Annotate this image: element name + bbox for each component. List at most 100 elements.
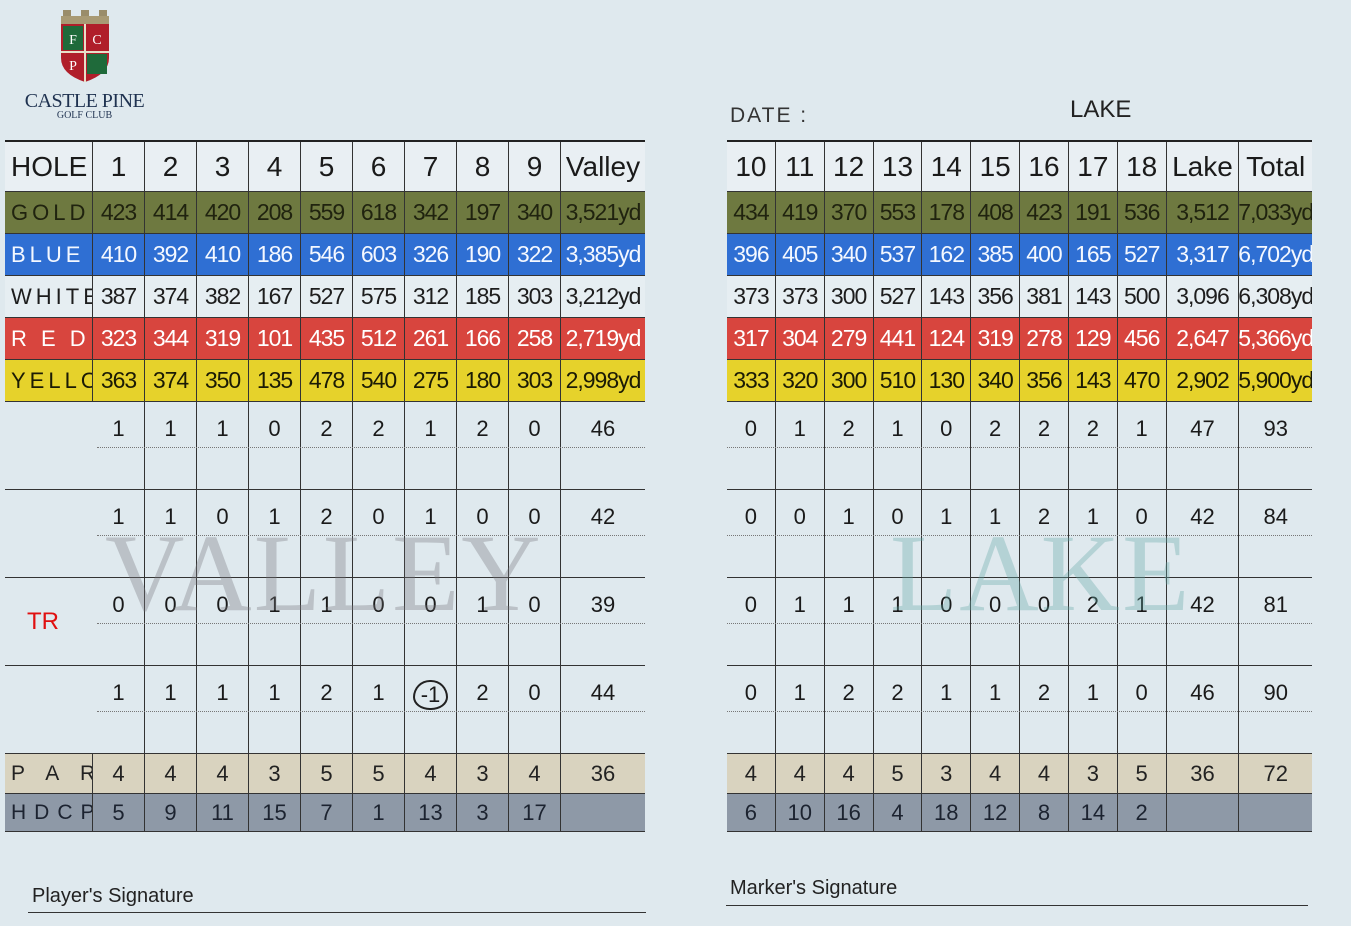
score-cell[interactable]: 0 [1118, 490, 1167, 577]
score-cell[interactable]: 2 [1020, 666, 1069, 753]
score-cell[interactable]: 0 [457, 490, 509, 577]
score-cell[interactable]: 0 [727, 666, 776, 753]
marker-signature-line[interactable] [726, 905, 1308, 906]
score-cell[interactable]: 1 [197, 666, 249, 753]
score-cell[interactable]: 0 [922, 578, 972, 665]
score-cell[interactable]: 0 [727, 578, 776, 665]
score-cell[interactable]: 1 [93, 490, 145, 577]
score-cell[interactable]: 0 [93, 578, 145, 665]
score-cell[interactable]: 1 [93, 666, 145, 753]
score-cell[interactable]: 0 [776, 490, 825, 577]
score-cell[interactable]: 44 [590, 680, 616, 705]
score-cell[interactable]: 0 [197, 490, 249, 577]
score-cell[interactable]: 2 [301, 666, 353, 753]
score-cell[interactable]: 46 [1167, 666, 1240, 753]
score-cell[interactable]: 2 [301, 490, 353, 577]
score-cell[interactable]: 1 [145, 402, 197, 489]
score-cell[interactable]: 1 [825, 578, 874, 665]
score-cell[interactable]: 90 [1263, 680, 1288, 705]
score-row-label [5, 402, 93, 489]
score-cell[interactable]: 1 [301, 578, 353, 665]
score-cell[interactable]: 1 [776, 402, 825, 489]
score-cell[interactable]: 46 [590, 416, 616, 441]
score-cell[interactable]: 0 [1020, 578, 1069, 665]
value-cell: 197 [457, 192, 509, 233]
score-cell[interactable]: 0 [922, 402, 972, 489]
score-cell[interactable]: 1 [971, 666, 1021, 753]
score-cell[interactable]: 39 [590, 592, 616, 617]
value-cell: 3 [457, 794, 509, 831]
score-cell[interactable]: 0 [727, 402, 776, 489]
score-cell[interactable]: 0 [727, 490, 776, 577]
score-cell[interactable]: 1 [249, 666, 301, 753]
value-cell: 4 [405, 754, 457, 793]
score-cell[interactable]: 0 [509, 402, 561, 489]
score-cell[interactable]: 0 [145, 578, 197, 665]
score-cell[interactable]: 1 [971, 490, 1021, 577]
hole-header-row-label: HOLE [5, 142, 93, 191]
score-cell[interactable]: 1 [93, 402, 145, 489]
score-cell[interactable]: 42 [1167, 578, 1240, 665]
score-cell[interactable]: 93 [1263, 416, 1288, 441]
score-cell[interactable]: 1 [249, 490, 301, 577]
score-cell[interactable]: 1 [1118, 578, 1167, 665]
score-cell[interactable]: 0 [971, 578, 1021, 665]
score-cell[interactable]: 2 [1069, 578, 1118, 665]
value-cell: 370 [825, 192, 874, 233]
value-cell: 143 [1069, 360, 1118, 401]
score-cell[interactable]: 2 [457, 666, 509, 753]
score-cell[interactable]: 2 [825, 666, 874, 753]
score-cell[interactable]: 1 [197, 402, 249, 489]
score-cell[interactable]: 2 [353, 402, 405, 489]
score-cell[interactable]: 1 [922, 666, 972, 753]
score-cell[interactable]: 0 [509, 578, 561, 665]
value-cell: 435 [301, 318, 353, 359]
score-cell[interactable]: 0 [509, 490, 561, 577]
score-cell[interactable]: 42 [1167, 490, 1240, 577]
value-cell: 143 [1069, 276, 1118, 317]
score-cell[interactable]: 2 [825, 402, 874, 489]
score-cell[interactable]: 1 [1118, 402, 1167, 489]
score-cell[interactable]: 2 [301, 402, 353, 489]
score-cell[interactable]: 47 [1167, 402, 1240, 489]
score-cell[interactable]: 1 [922, 490, 972, 577]
score-cell[interactable]: 1 [776, 666, 825, 753]
score-cell[interactable]: 81 [1263, 592, 1288, 617]
score-cell[interactable]: 1 [457, 578, 509, 665]
score-cell[interactable]: 1 [249, 578, 301, 665]
score-cell[interactable]: 0 [197, 578, 249, 665]
score-cell[interactable]: 1 [1069, 666, 1118, 753]
score-cell[interactable]: 0 [1118, 666, 1167, 753]
score-cell[interactable]: 2 [971, 402, 1021, 489]
score-cell[interactable]: 1 [145, 666, 197, 753]
svg-text:P: P [69, 59, 77, 74]
score-cell[interactable]: 42 [590, 504, 616, 529]
player-signature-line[interactable] [28, 912, 646, 913]
score-cell[interactable]: 0 [353, 490, 405, 577]
score-cell[interactable]: 1 [874, 402, 923, 489]
score-cell[interactable]: 0 [509, 666, 561, 753]
score-cell[interactable]: 84 [1263, 504, 1288, 529]
score-cell[interactable]: 0 [874, 490, 923, 577]
score-cell[interactable]: 2 [1020, 490, 1069, 577]
score-row-label [5, 490, 93, 577]
score-cell[interactable]: 1 [825, 490, 874, 577]
value-cell: 4 [145, 754, 197, 793]
score-cell[interactable]: 1 [874, 578, 923, 665]
score-cell[interactable]: 0 [353, 578, 405, 665]
score-cell[interactable]: -1 [405, 666, 457, 753]
score-cell[interactable]: 1 [353, 666, 405, 753]
value-cell: 326 [405, 234, 457, 275]
score-cell[interactable]: 1 [405, 490, 457, 577]
score-cell[interactable]: 2 [874, 666, 923, 753]
score-cell[interactable]: 1 [776, 578, 825, 665]
score-cell[interactable]: 0 [405, 578, 457, 665]
value-cell: 178 [922, 192, 972, 233]
score-cell[interactable]: 1 [405, 402, 457, 489]
score-cell[interactable]: 2 [457, 402, 509, 489]
score-cell[interactable]: 2 [1069, 402, 1118, 489]
score-cell[interactable]: 0 [249, 402, 301, 489]
score-cell[interactable]: 2 [1020, 402, 1069, 489]
score-cell[interactable]: 1 [1069, 490, 1118, 577]
score-cell[interactable]: 1 [145, 490, 197, 577]
